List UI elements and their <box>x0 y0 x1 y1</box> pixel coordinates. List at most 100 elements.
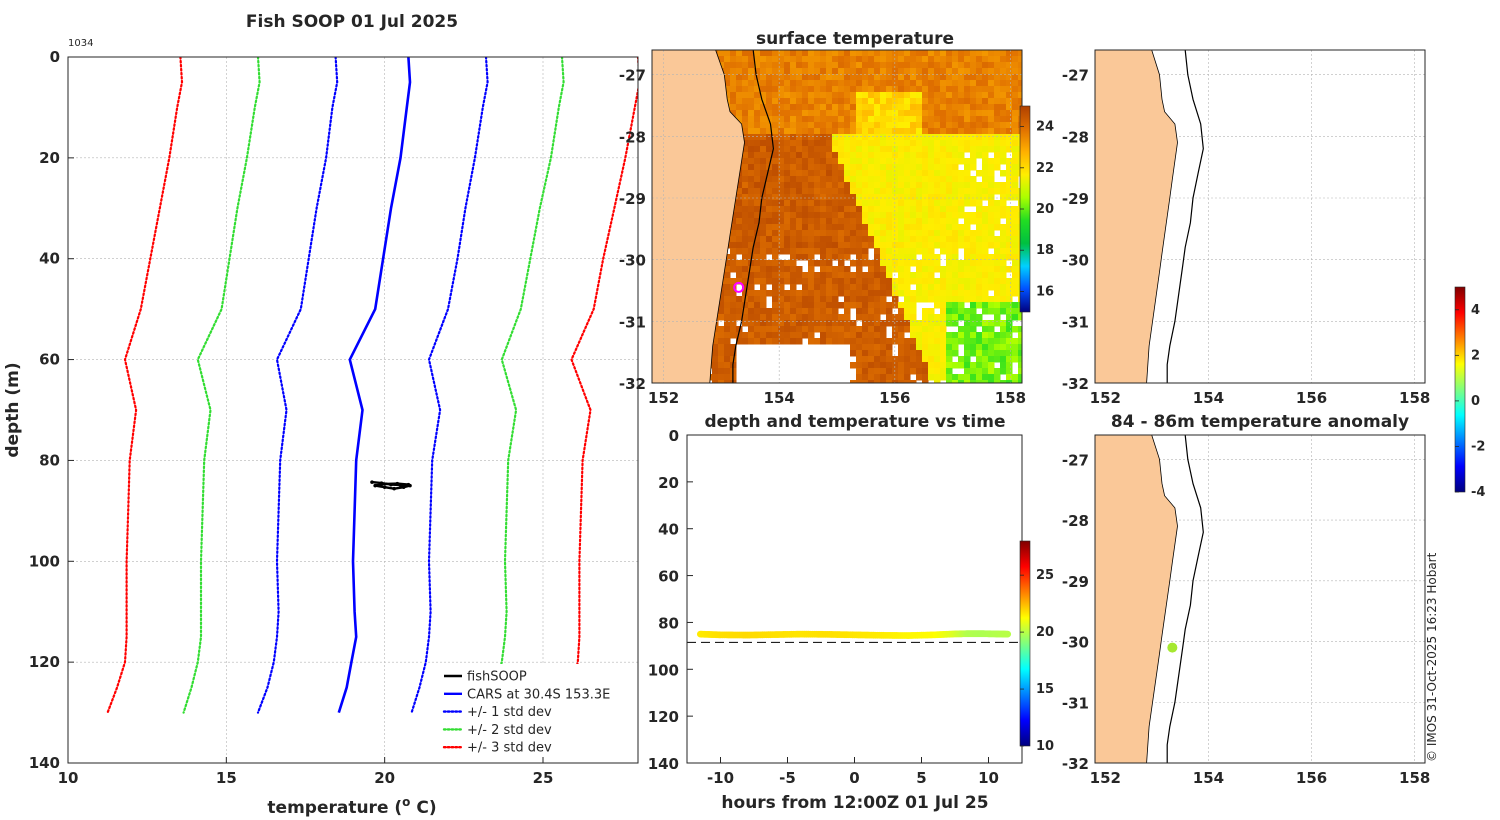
sst-cell <box>862 314 869 321</box>
sst-cell <box>886 338 893 345</box>
sst-cell <box>784 332 791 339</box>
sst-cell <box>964 230 971 237</box>
sst-cell <box>826 74 833 81</box>
sst-cell <box>832 308 839 315</box>
sst-cell <box>940 242 947 249</box>
sst-cell <box>838 164 845 171</box>
sst-cell <box>820 302 827 309</box>
sst-cell <box>898 80 905 87</box>
profile-y-tick-label: 80 <box>39 451 60 469</box>
sst-cell <box>970 374 977 381</box>
sst-cell <box>772 248 779 255</box>
sst-cell <box>928 98 935 105</box>
sst-cell <box>922 218 929 225</box>
sst-cell <box>760 56 767 63</box>
sst-cell <box>982 170 989 177</box>
sst-cell <box>964 368 971 375</box>
sst-cell <box>1006 116 1013 123</box>
sst-cell <box>772 326 779 333</box>
sst-cell <box>742 152 749 159</box>
sst-cell <box>994 338 1001 345</box>
sst-cell <box>874 380 881 383</box>
sst-cell <box>892 128 899 135</box>
sst-cell <box>922 254 929 261</box>
sst-cell <box>790 296 797 303</box>
sst-cell <box>982 242 989 249</box>
sst-cell <box>814 110 821 117</box>
sst-cell <box>1012 164 1019 171</box>
sst-cell <box>964 110 971 117</box>
sst-cell <box>892 146 899 153</box>
sst-cell <box>844 116 851 123</box>
sst-cell <box>982 182 989 189</box>
sst-cell <box>880 266 887 273</box>
sst-cell <box>772 308 779 315</box>
sst-cell <box>874 254 881 261</box>
sst-cell <box>952 302 959 309</box>
sst-cell <box>784 68 791 75</box>
sst-cell <box>826 260 833 267</box>
sst-cell <box>844 86 851 93</box>
sst-cell <box>850 296 857 303</box>
sst-cell <box>988 98 995 105</box>
anomaly-map-shelf-contour <box>1166 435 1204 763</box>
sst-cell <box>766 290 773 297</box>
sst-cell <box>880 308 887 315</box>
sst-cell <box>766 146 773 153</box>
sst-cell <box>886 254 893 261</box>
sst-cell <box>898 374 905 381</box>
sst-cell <box>958 98 965 105</box>
sst-cell <box>778 338 785 345</box>
sst-cell <box>910 368 917 375</box>
sst-cell <box>754 326 761 333</box>
sst-cell <box>886 368 893 375</box>
sst-cell <box>844 218 851 225</box>
sst-cell <box>940 374 947 381</box>
sst-cell <box>994 104 1001 111</box>
sst-cell <box>892 86 899 93</box>
sst-cell <box>892 98 899 105</box>
sst-cell <box>820 224 827 231</box>
sst-cell <box>748 242 755 249</box>
sst-cell <box>784 164 791 171</box>
sst-cell <box>754 110 761 117</box>
sst-cell <box>778 128 785 135</box>
sst-cell <box>802 242 809 249</box>
sst-cell <box>946 368 953 375</box>
sst-cell <box>964 128 971 135</box>
sst-cell <box>874 104 881 111</box>
sst-cell <box>1012 230 1019 237</box>
sst-cell <box>778 146 785 153</box>
sst-cell <box>946 134 953 141</box>
sst-cell <box>910 224 917 231</box>
sst-cell <box>940 308 947 315</box>
sst-cell <box>790 86 797 93</box>
sst-cell <box>808 218 815 225</box>
legend-label-3: +/- 2 std dev <box>467 723 552 738</box>
sst-cell <box>958 74 965 81</box>
sst-cell <box>922 110 929 117</box>
sst-cell <box>820 74 827 81</box>
sst-cell <box>934 356 941 363</box>
sst-cell <box>928 326 935 333</box>
sst-cell <box>868 302 875 309</box>
sst-cell <box>976 194 983 201</box>
sst-cell <box>1000 344 1007 351</box>
sst-cell <box>934 194 941 201</box>
sst-cell <box>988 356 995 363</box>
sst-cell <box>862 98 869 105</box>
sst-cell <box>826 50 833 57</box>
sst-cell <box>748 314 755 321</box>
sst-cell <box>820 212 827 219</box>
sst-cell <box>886 200 893 207</box>
sst-cell <box>976 98 983 105</box>
sst-cell <box>784 194 791 201</box>
sst-cell <box>880 158 887 165</box>
sst-cell <box>808 158 815 165</box>
sst-cell <box>832 56 839 63</box>
sst-cell <box>910 242 917 249</box>
sst-cell <box>904 350 911 357</box>
sst-cell <box>1000 326 1007 333</box>
sst-cell <box>856 242 863 249</box>
